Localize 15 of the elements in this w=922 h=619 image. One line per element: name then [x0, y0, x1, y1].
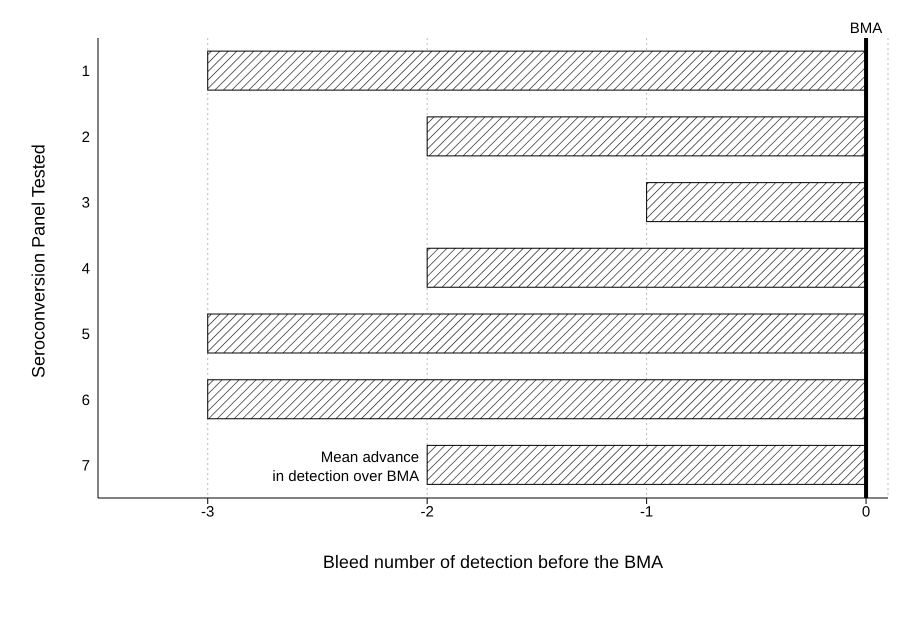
x-tick-label: -2 [420, 504, 434, 521]
y-tick-label: 4 [82, 260, 90, 278]
y-tick-label: 1 [82, 63, 90, 80]
annotation: Mean advance in detection over BMA [272, 448, 420, 485]
y-axis-title: Seroconversion Panel Tested [28, 144, 48, 378]
x-tick-label: 0 [862, 504, 870, 521]
y-tick-label: 5 [82, 326, 90, 344]
x-tick-label: -3 [201, 504, 214, 521]
x-axis-title: Bleed number of detection before the BMA [322, 552, 664, 572]
y-tick-label: 3 [82, 194, 90, 212]
y-tick-label: 2 [82, 128, 90, 146]
ref-line-label: BMA [850, 20, 882, 37]
y-tick-label: 6 [82, 392, 90, 409]
x-tick-label: -1 [640, 504, 654, 521]
y-tick-label: 7 [82, 457, 90, 474]
